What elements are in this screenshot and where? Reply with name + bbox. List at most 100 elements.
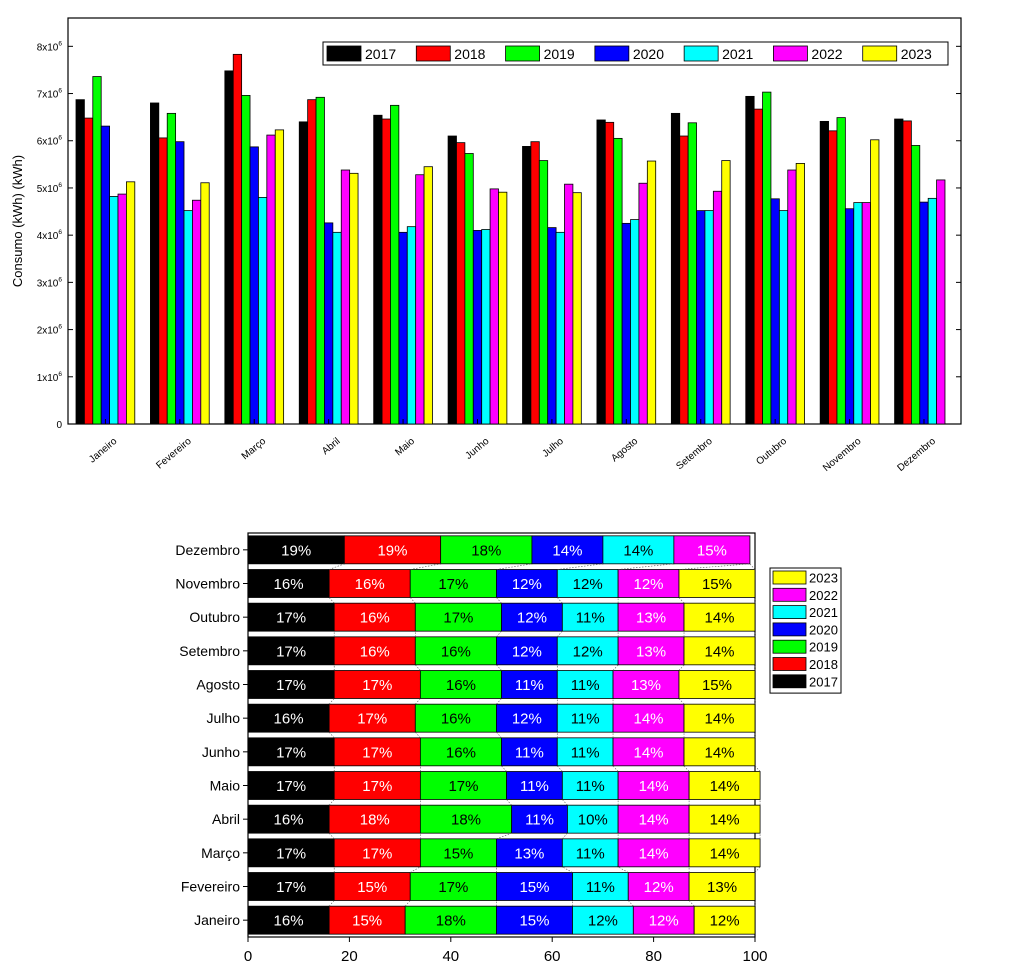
y-tick-label: Abril	[212, 811, 240, 827]
connector-line	[329, 563, 345, 570]
bar-2017-julho	[522, 146, 532, 425]
bar-2022-junho	[489, 188, 499, 425]
segment-label: 17%	[362, 778, 392, 795]
legend-swatch-2022	[772, 587, 807, 602]
bar-2020-dezembro	[919, 201, 929, 425]
bar-2017-junho	[447, 135, 457, 425]
segment-label: 14%	[639, 845, 669, 862]
segment-label: 17%	[276, 643, 306, 660]
segment-2018-maio	[333, 771, 421, 800]
legend-swatch-2022	[773, 45, 808, 62]
connector-line	[618, 563, 674, 570]
segment-2022-agosto	[612, 670, 680, 699]
legend-label-2023: 2023	[809, 571, 838, 586]
bar-2019-agosto	[613, 137, 623, 425]
segment-2022-dezembro	[673, 535, 751, 565]
segment-label: 14%	[704, 610, 734, 627]
legend-swatch-2019	[505, 45, 540, 62]
y-tick-label: Julho	[207, 710, 241, 726]
segment-label: 12%	[573, 576, 603, 593]
connector-line	[328, 731, 335, 739]
segment-2023-fevereiro	[688, 872, 756, 901]
bar-2017-fevereiro	[150, 102, 160, 425]
legend-swatch-2017	[326, 45, 362, 62]
segment-label: 19%	[377, 542, 407, 559]
connector-line	[612, 765, 619, 772]
legend-label-2020: 2020	[809, 622, 838, 637]
y-tick-label: 4x106	[37, 229, 63, 242]
segment-label: 12%	[634, 576, 664, 593]
bar-2017-janeiro	[75, 99, 85, 425]
bar-2021-novembro	[853, 202, 863, 425]
segment-label: 17%	[438, 576, 468, 593]
segment-label: 11%	[515, 677, 544, 694]
connector-line	[557, 765, 563, 772]
segment-label: 18%	[451, 812, 481, 829]
bar-2018-outubro	[753, 108, 763, 425]
segment-label: 11%	[525, 812, 554, 829]
segment-label: 17%	[438, 879, 468, 896]
bar-2020-janeiro	[100, 125, 110, 425]
segment-label: 14%	[634, 711, 664, 728]
legend-label-2022: 2022	[809, 588, 838, 603]
bar-2018-novembro	[828, 130, 838, 425]
segment-2022-junho	[612, 737, 685, 767]
legend-label-2023: 2023	[901, 46, 932, 62]
y-tick-exponent: 6	[58, 324, 62, 331]
segment-label: 14%	[623, 542, 653, 559]
segment-2022-fevereiro	[627, 872, 690, 901]
connector-line	[749, 563, 756, 570]
bar-2023-agosto	[646, 160, 657, 425]
segment-label: 15%	[519, 879, 549, 896]
x-tick-label: 0	[244, 948, 252, 965]
segment-2023-abril	[688, 804, 761, 834]
x-tick-label: Fevereiro	[154, 436, 194, 472]
connector-line	[557, 630, 563, 638]
segment-2023-junho	[683, 737, 756, 767]
segment-2018-março	[333, 838, 421, 868]
segment-label: 15%	[443, 845, 473, 862]
connector-line	[404, 900, 411, 907]
y-tick-exponent: 6	[58, 182, 62, 189]
connector-line	[328, 698, 335, 705]
y-tick-exponent: 6	[58, 88, 62, 95]
segment-label: 14%	[552, 542, 582, 559]
bar-2019-fevereiro	[166, 112, 177, 425]
bar-2017-outubro	[745, 95, 755, 425]
segment-label: 11%	[571, 677, 600, 694]
bar-2022-maio	[415, 174, 425, 425]
segment-2019-julho	[414, 703, 497, 733]
segment-2018-setembro	[333, 636, 416, 666]
legend-label-2018: 2018	[454, 46, 485, 62]
bar-2019-setembro	[687, 122, 697, 425]
bar-2022-março	[266, 134, 276, 425]
bar-2020-outubro	[770, 198, 780, 425]
segment-label: 17%	[443, 610, 473, 627]
segment-label: 11%	[586, 879, 615, 896]
segment-2018-novembro	[328, 569, 411, 598]
segment-2019-fevereiro	[409, 872, 497, 901]
bar-2019-novembro	[836, 117, 846, 425]
y-tick-label: 6x106	[37, 135, 63, 148]
connector-line	[754, 765, 761, 772]
bar-2018-setembro	[679, 135, 689, 425]
segment-label: 17%	[448, 778, 478, 795]
segment-2019-outubro	[414, 602, 502, 632]
segment-2017-agosto	[247, 670, 335, 699]
segment-label: 11%	[576, 610, 605, 627]
segment-label: 16%	[360, 643, 390, 660]
segment-2022-janeiro	[632, 905, 695, 935]
y-tick-label: 8x106	[37, 40, 63, 53]
bar-2018-maio	[381, 118, 391, 425]
x-tick-label: 20	[341, 948, 358, 965]
segment-label: 15%	[702, 677, 732, 694]
segment-2021-maio	[561, 771, 619, 800]
y-tick-label: Junho	[202, 744, 240, 760]
segment-label: 14%	[704, 744, 734, 761]
bar-2018-abril	[307, 99, 317, 425]
y-tick-label: Dezembro	[175, 542, 240, 558]
segment-2020-agosto	[501, 670, 558, 699]
segment-2017-outubro	[247, 602, 335, 632]
y-tick-label: 3x106	[37, 276, 63, 289]
segment-2021-janeiro	[572, 905, 634, 935]
